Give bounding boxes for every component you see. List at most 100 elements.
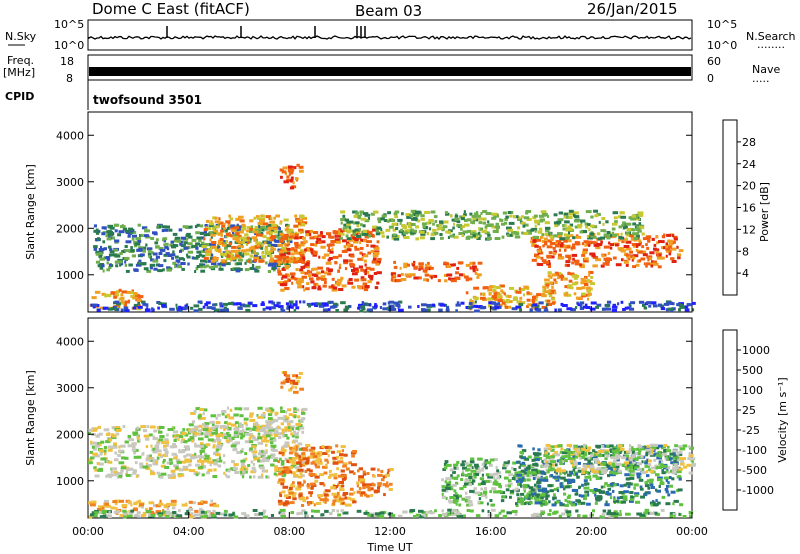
scatter-cell — [115, 507, 118, 511]
scatter-cell — [570, 308, 576, 312]
scatter-cell — [317, 234, 324, 238]
scatter-cell — [334, 473, 338, 477]
scatter-cell — [658, 460, 662, 464]
scatter-cell — [245, 248, 251, 252]
scatter-cell — [278, 263, 281, 266]
scatter-cell — [221, 435, 226, 439]
scatter-cell — [545, 475, 548, 479]
scatter-cell — [287, 466, 293, 470]
scatter-cell — [494, 479, 497, 483]
scatter-cell — [247, 302, 252, 306]
scatter-cell — [243, 407, 250, 411]
scatter-cell — [133, 507, 138, 511]
scatter-cell — [341, 477, 346, 481]
scatter-cell — [177, 438, 180, 441]
scatter-cell — [206, 457, 212, 461]
scatter-cell — [187, 235, 193, 239]
scatter-cell — [199, 455, 205, 459]
scatter-cell — [215, 453, 221, 457]
scatter-cell — [575, 296, 582, 300]
scatter-cell — [627, 485, 631, 489]
scatter-cell — [660, 480, 664, 484]
scatter-cell — [237, 227, 243, 231]
scatter-cell — [338, 266, 342, 270]
scatter-cell — [645, 235, 652, 239]
scatter-cell — [130, 246, 133, 250]
scatter-cell — [194, 270, 197, 273]
scatter-cell — [220, 229, 224, 233]
scatter-cell — [568, 239, 572, 243]
scatter-cell — [301, 275, 307, 279]
scatter-cell — [306, 282, 310, 286]
scatter-cell — [219, 425, 226, 428]
scatter-cell — [432, 228, 437, 232]
scatter-cell — [503, 292, 506, 296]
scatter-cell — [286, 247, 291, 251]
scatter-cell — [120, 225, 126, 229]
scatter-cell — [203, 228, 208, 232]
scatter-cell — [288, 172, 291, 176]
scatter-cell — [564, 248, 567, 252]
scatter-cell — [264, 247, 269, 251]
scatter-cell — [113, 223, 120, 227]
scatter-cell — [93, 447, 98, 451]
scatter-cell — [525, 210, 532, 213]
scatter-cell — [332, 456, 338, 460]
scatter-cell — [415, 218, 419, 222]
scatter-cell — [183, 440, 188, 444]
scatter-cell — [455, 463, 459, 467]
scatter-cell — [370, 244, 376, 248]
scatter-cell — [560, 476, 566, 480]
scatter-cell — [361, 307, 366, 311]
scatter-cell — [131, 237, 135, 241]
scatter-cell — [505, 294, 510, 298]
scatter-cell — [642, 237, 649, 241]
scatter-cell — [453, 463, 457, 467]
scatter-cell — [165, 242, 169, 246]
scatter-cell — [292, 381, 298, 385]
scatter-cell — [231, 229, 237, 233]
scatter-cell — [561, 451, 568, 455]
scatter-cell — [575, 472, 578, 476]
scatter-cell — [625, 482, 631, 486]
scatter-cell — [325, 261, 332, 265]
scatter-cell — [314, 243, 318, 247]
scatter-cell — [173, 456, 178, 460]
scatter-cell — [365, 266, 371, 270]
scatter-cell — [579, 263, 582, 267]
scatter-cell — [547, 468, 553, 472]
scatter-cell — [622, 308, 626, 311]
scatter-cell — [290, 511, 294, 514]
scatter-cell — [273, 472, 277, 476]
scatter-cell — [296, 380, 300, 383]
scatter-cell — [187, 242, 193, 246]
scatter-cell — [371, 483, 376, 487]
scatter-cell — [609, 246, 613, 250]
scatter-cell — [249, 219, 254, 223]
scatter-cell — [282, 418, 285, 422]
colorbar-tick-label: 8 — [742, 245, 749, 258]
scatter-cell — [201, 500, 204, 504]
scatter-cell — [655, 488, 658, 492]
freq-trace — [89, 67, 691, 76]
scatter-cell — [98, 449, 105, 453]
scatter-cell — [458, 232, 464, 235]
scatter-cell — [579, 301, 585, 305]
scatter-cell — [559, 275, 564, 279]
scatter-cell — [317, 285, 321, 289]
scatter-cell — [125, 240, 132, 244]
scatter-cell — [473, 268, 479, 272]
scatter-cell — [104, 499, 109, 503]
scatter-cell — [477, 457, 483, 461]
scatter-cell — [209, 256, 214, 260]
scatter-cell — [514, 235, 521, 239]
scatter-cell — [499, 297, 503, 301]
scatter-cell — [522, 469, 526, 473]
scatter-cell — [533, 214, 538, 218]
scatter-cell — [156, 471, 161, 475]
scatter-cell — [502, 211, 508, 215]
scatter-cell — [517, 218, 523, 221]
scatter-cell — [135, 237, 141, 241]
scatter-cell — [530, 240, 533, 244]
scatter-cell — [559, 272, 562, 275]
